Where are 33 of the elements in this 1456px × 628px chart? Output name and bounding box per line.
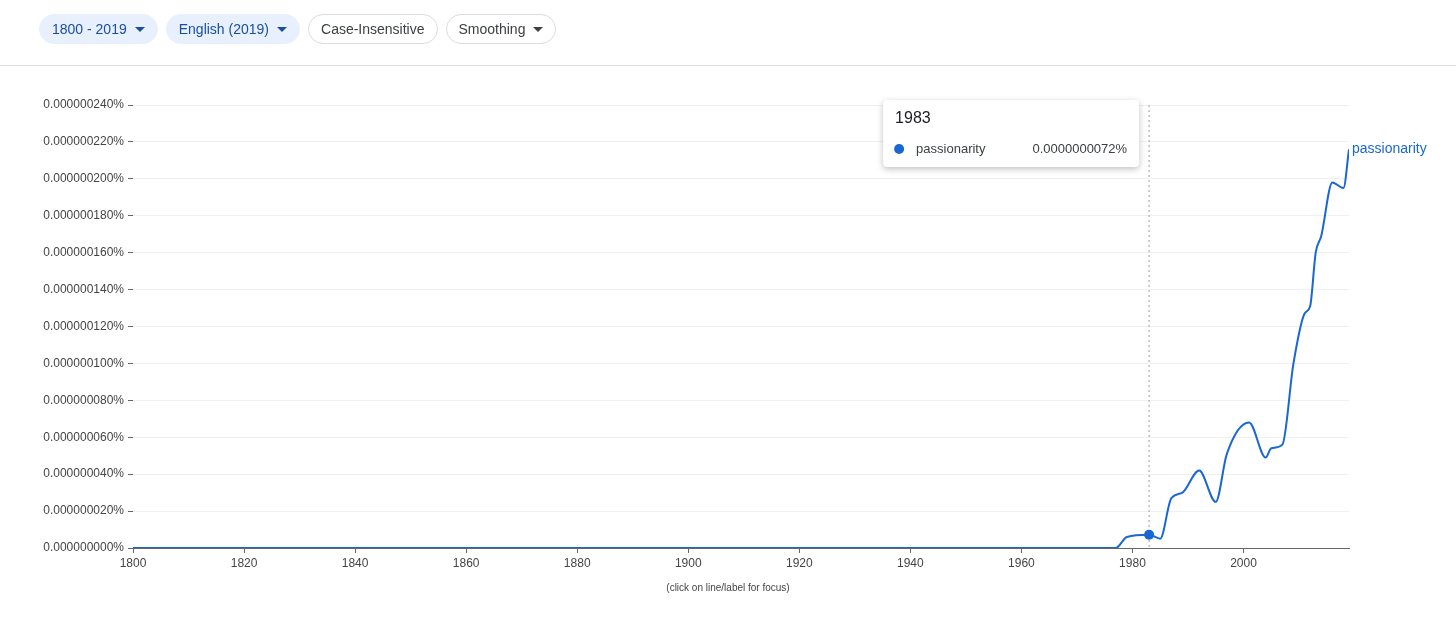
x-tick-label: 1900 (674, 555, 702, 570)
x-tick-label: 1920 (785, 555, 813, 570)
y-tick-label: 0.000000220% (43, 134, 125, 149)
text: Smoothing (458, 21, 526, 37)
y-tick-label: 0.000000160% (43, 244, 125, 259)
y-tick-label: 0.000000000% (43, 540, 125, 555)
y-tick-label: 0.000000060% (43, 429, 125, 444)
annotation: 1983 (895, 109, 931, 127)
legend-label: passionarity (916, 140, 986, 156)
y-tick-label: 0.000000240% (43, 97, 125, 112)
x-tick-label: 1820 (230, 555, 258, 570)
x-tick-label: 1940 (897, 555, 925, 570)
y-tick-label: 0.000000180% (43, 208, 125, 223)
text: English (2019) (178, 21, 270, 37)
x-tick-label: 1860 (452, 555, 480, 570)
y-tick-label: 0.000000200% (43, 171, 125, 186)
x-tick-label: 1960 (1008, 555, 1036, 570)
text: Case-Insensitive (321, 21, 425, 37)
x-tick-label: 1840 (341, 555, 369, 570)
y-tick-label: 0.000000100% (43, 355, 125, 370)
y-tick-label: 0.000000120% (43, 318, 125, 333)
text: passionarity (1352, 140, 1427, 157)
x-tick-label: 1980 (1119, 555, 1147, 570)
x-tick-label: 2000 (1230, 555, 1258, 570)
y-tick-label: 0.000000020% (43, 503, 125, 518)
y-tick-label: 0.000000140% (43, 281, 125, 296)
text: 1800 - 2019 (52, 21, 127, 37)
annotation: 0.0000000072% (1032, 140, 1128, 156)
x-tick-label: 1880 (563, 555, 591, 570)
y-tick-label: 0.000000040% (43, 466, 125, 481)
y-tick-label: 0.000000080% (43, 392, 125, 407)
text: (click on line/label for focus) (665, 582, 791, 593)
x-tick-label: 1800 (119, 555, 147, 570)
